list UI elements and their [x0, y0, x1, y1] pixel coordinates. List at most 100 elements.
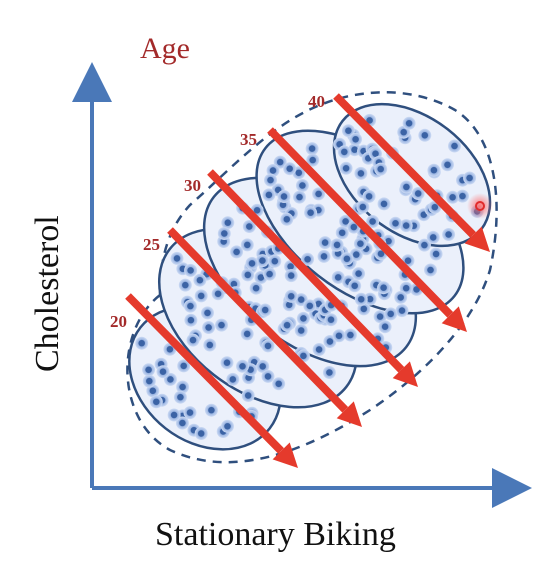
- data-point-group-2: [183, 299, 197, 313]
- data-point-group-4: [353, 237, 367, 251]
- data-point-group-2: [215, 318, 228, 332]
- data-point-group-5: [374, 162, 388, 176]
- data-point-group-4: [424, 263, 437, 277]
- data-point-group-5: [399, 219, 413, 233]
- data-point-group-1: [156, 365, 170, 379]
- trend-arrow-head: [464, 226, 490, 252]
- trend-arrow-shaft: [125, 293, 284, 454]
- data-point-group-1: [261, 369, 275, 383]
- data-point-group-4: [317, 249, 331, 263]
- data-point-group-4: [264, 173, 277, 187]
- data-point-group-2: [272, 377, 286, 391]
- data-point-group-3: [249, 281, 263, 295]
- data-point-group-2: [268, 254, 282, 268]
- data-point-group-3: [332, 329, 346, 343]
- data-point-group-5: [426, 230, 440, 244]
- data-point-group-4: [429, 247, 443, 261]
- trend-arrow-shaft: [167, 227, 349, 413]
- data-point-group-3: [378, 320, 392, 334]
- data-point-group-3: [373, 310, 387, 324]
- trend-arrow-shaft: [267, 127, 454, 318]
- scatter-dots: [135, 113, 484, 440]
- data-point-group-3: [240, 238, 254, 252]
- data-point-group-3: [245, 256, 259, 270]
- data-point-group-5: [402, 116, 416, 130]
- data-point-group-3: [284, 269, 298, 283]
- title-age: Age: [140, 32, 190, 65]
- trend-arrows: [125, 93, 490, 468]
- data-point-group-4: [280, 212, 294, 226]
- data-point-group-1: [167, 408, 181, 422]
- group-label-35: 35: [240, 130, 257, 149]
- data-point-group-1: [175, 416, 189, 430]
- x-axis-label: Stationary Biking: [155, 516, 396, 553]
- data-point-group-4: [283, 162, 297, 176]
- data-point-group-3: [230, 245, 244, 259]
- data-point-group-2: [296, 311, 310, 325]
- data-point-group-5: [446, 190, 460, 204]
- data-point-group-3: [343, 328, 357, 342]
- data-point-group-4: [335, 226, 349, 240]
- data-point-group-3: [263, 267, 277, 281]
- group-label-40: 40: [308, 92, 325, 111]
- data-point-group-5: [389, 216, 402, 230]
- trend-arrow-5: [333, 93, 490, 252]
- data-point-group-4: [306, 153, 320, 167]
- trend-arrow-shaft: [207, 169, 405, 373]
- data-point-group-4: [293, 190, 306, 204]
- data-point-group-4: [394, 290, 408, 304]
- data-point-group-5: [442, 228, 456, 241]
- data-point-group-1: [256, 359, 270, 373]
- data-point-group-3: [395, 304, 409, 318]
- trend-arrow-head: [336, 401, 362, 427]
- data-point-group-2: [312, 343, 326, 356]
- data-point-group-1: [204, 403, 218, 417]
- data-point-group-4: [377, 281, 391, 295]
- trend-arrow-head: [272, 442, 298, 468]
- data-point-group-1: [202, 321, 216, 334]
- trend-arrow-shaft: [333, 93, 476, 238]
- data-point-group-3: [301, 252, 315, 266]
- data-point-group-1: [176, 380, 190, 394]
- data-point-group-2: [170, 251, 184, 265]
- data-point-group-1: [226, 372, 240, 386]
- data-point-group-4: [304, 206, 318, 220]
- trend-arrow-head: [392, 361, 418, 387]
- data-point-group-2: [261, 339, 275, 353]
- highlight-point: [467, 193, 493, 219]
- group-label-20: 20: [110, 312, 127, 331]
- data-point-group-3: [221, 216, 235, 230]
- data-point-group-3: [348, 279, 362, 293]
- data-point-group-5: [418, 128, 432, 142]
- data-point-group-3: [331, 270, 345, 284]
- group-label-25: 25: [143, 235, 160, 254]
- data-point-group-1: [220, 356, 234, 370]
- data-point-group-1: [241, 389, 255, 402]
- data-point-group-4: [262, 188, 276, 202]
- data-point-group-2: [194, 289, 208, 303]
- data-point-group-2: [203, 338, 217, 352]
- data-point-group-3: [352, 267, 366, 281]
- data-point-group-1: [221, 419, 234, 433]
- data-point-group-4: [417, 238, 431, 252]
- trend-arrow-head: [441, 306, 467, 332]
- data-point-group-2: [322, 366, 336, 379]
- data-point-group-5: [349, 132, 363, 146]
- data-point-group-3: [354, 292, 368, 306]
- data-point-group-4: [411, 187, 425, 200]
- y-axis-label: Cholesterol: [29, 215, 66, 372]
- data-point-group-5: [463, 171, 477, 185]
- data-point-group-1: [135, 336, 149, 350]
- data-point-group-1: [149, 395, 163, 409]
- data-point-group-3: [258, 303, 272, 317]
- data-point-group-2: [236, 359, 249, 373]
- data-point-group-5: [456, 189, 469, 203]
- data-point-group-1: [194, 427, 208, 440]
- data-point-group-1: [142, 374, 156, 388]
- trend-arrow-2: [167, 227, 362, 427]
- data-point-group-1: [183, 406, 197, 420]
- data-point-group-4: [366, 215, 380, 228]
- data-point-group-3: [284, 289, 298, 303]
- data-point-group-4: [377, 197, 391, 211]
